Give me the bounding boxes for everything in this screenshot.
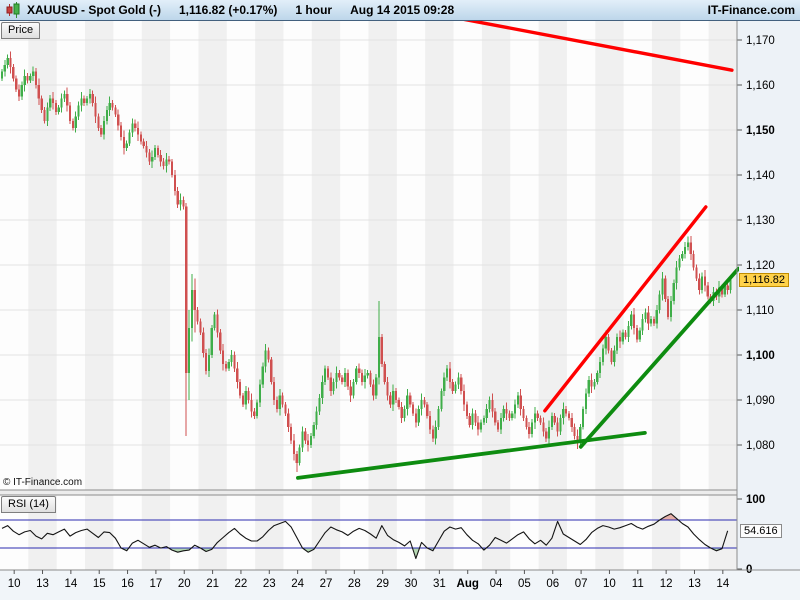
time-axis-label: 11 — [632, 578, 644, 590]
price-axis-label: 1,140 — [746, 170, 775, 182]
price-axis-label: 1,100 — [746, 350, 775, 362]
time-axis-label: 13 — [36, 578, 49, 590]
price-axis-label: 1,150 — [746, 125, 775, 137]
time-axis-label: 05 — [518, 578, 531, 590]
time-axis-label: 17 — [150, 578, 163, 590]
time-axis-label: 16 — [121, 578, 134, 590]
time-axis-strip — [0, 570, 800, 600]
rsi-overbought-fill — [659, 513, 679, 520]
time-axis-label: 30 — [405, 578, 418, 590]
time-axis-label: 27 — [320, 578, 333, 590]
time-axis-label: 12 — [660, 578, 673, 590]
time-axis-label: 13 — [688, 578, 701, 590]
price-axis-label: 1,110 — [746, 305, 774, 317]
brand-label: IT-Finance.com — [707, 3, 795, 17]
tab-price[interactable]: Price — [1, 22, 41, 39]
time-axis-label: 10 — [603, 578, 616, 590]
price-axis-strip — [737, 21, 800, 570]
trendlines-layer — [296, 16, 739, 480]
time-axis-label: 14 — [716, 578, 729, 590]
price-axis-label: 1,160 — [746, 80, 775, 92]
rsi-oversold-fill — [121, 548, 723, 559]
symbol-title: XAUUSD - Spot Gold (-) — [27, 3, 161, 17]
datetime-label: Aug 14 2015 09:28 — [350, 3, 455, 17]
time-axis-label: 23 — [263, 578, 276, 590]
rsi-value-badge: 54.616 — [740, 524, 782, 538]
price-axis-label: 1,120 — [746, 260, 775, 272]
trendline-rising-support[interactable] — [578, 266, 739, 449]
time-axis-label: 20 — [178, 578, 191, 590]
copyright-label: © IT-Finance.com — [3, 477, 83, 488]
last-price-badge: 1,116.82 — [739, 273, 790, 287]
candles-layer — [0, 51, 732, 472]
time-axis-label: 14 — [64, 578, 77, 590]
trendline-upper-falling-resistance[interactable] — [447, 16, 734, 72]
time-axis-label: 28 — [348, 578, 361, 590]
trendline-base-support[interactable] — [296, 430, 647, 480]
time-axis-label: 04 — [490, 578, 503, 590]
time-axis-label: 10 — [8, 578, 21, 590]
time-axis-label: 22 — [235, 578, 248, 590]
rsi-axis-label: 100 — [746, 494, 765, 506]
rsi-line — [1, 513, 729, 560]
time-axis-label: 07 — [575, 578, 588, 590]
time-axis-label: 29 — [376, 578, 389, 590]
timeframe-label[interactable]: 1 hour — [295, 3, 333, 17]
candlestick-icon — [6, 2, 20, 18]
price-axis-label: 1,130 — [746, 215, 775, 227]
time-axis-label: 21 — [206, 578, 219, 590]
time-axis-label: 24 — [291, 578, 304, 590]
chart-header-bar: XAUUSD - Spot Gold (-) 1,116.82 (+0.17%)… — [0, 0, 800, 21]
time-axis-label: 06 — [546, 578, 559, 590]
last-quote: 1,116.82 (+0.17%) — [178, 3, 278, 17]
price-axis-label: 1,080 — [746, 440, 775, 452]
price-axis-label: 1,090 — [746, 395, 775, 407]
trendline-rising-resistance[interactable] — [543, 205, 708, 413]
time-axis-label: 31 — [433, 578, 446, 590]
tab-rsi[interactable]: RSI (14) — [1, 496, 56, 513]
price-axis-label: 1,170 — [746, 35, 775, 47]
time-axis-label: 15 — [93, 578, 106, 590]
time-axis-label: Aug — [457, 578, 479, 590]
